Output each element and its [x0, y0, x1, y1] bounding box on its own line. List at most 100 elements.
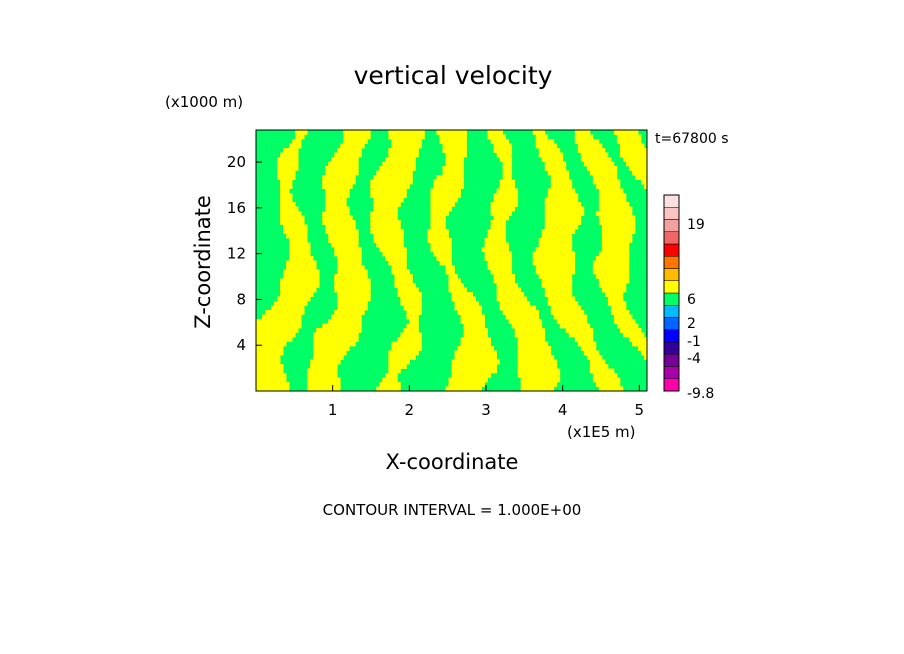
field-cell	[370, 184, 410, 189]
field-cell	[448, 287, 467, 293]
field-cell	[535, 143, 558, 149]
y-tick-label: 20	[227, 153, 246, 171]
field-cell	[592, 377, 621, 383]
field-cell	[322, 323, 362, 329]
field-cell	[592, 265, 630, 270]
field-cell	[493, 193, 519, 198]
field-cell	[445, 265, 455, 270]
y-axis: 4 8 12 16 20	[227, 153, 262, 354]
field-cell	[430, 247, 452, 252]
field-cell	[499, 301, 531, 306]
field-cell	[334, 251, 362, 257]
field-cell	[517, 341, 549, 347]
field-cell	[619, 143, 645, 149]
field-cell	[334, 287, 371, 293]
field-cell	[430, 202, 455, 207]
field-cell	[460, 341, 491, 347]
colorbar-swatch	[663, 292, 680, 306]
field-cell	[598, 278, 630, 284]
field-cell	[505, 314, 540, 320]
field-cell	[544, 202, 582, 207]
y-axis-label: Z-coordinate	[191, 195, 215, 329]
field-cell	[313, 350, 347, 356]
field-cell	[514, 332, 546, 338]
field-cell	[538, 242, 573, 248]
field-cell	[457, 310, 482, 315]
field-cell	[430, 215, 446, 221]
field-cell	[490, 224, 507, 230]
field-cell	[451, 368, 498, 374]
y-tick-label: 4	[236, 336, 246, 354]
field-cell	[370, 188, 407, 194]
field-cell	[256, 350, 284, 356]
field-cell	[256, 341, 287, 347]
field-cell	[499, 157, 513, 162]
colorbar-swatch	[663, 268, 680, 281]
field-cell	[265, 310, 305, 315]
field-cell	[517, 373, 561, 378]
field-cell	[577, 148, 606, 153]
field-cell	[430, 206, 452, 212]
field-cell	[601, 238, 633, 243]
field-cell	[604, 292, 624, 297]
field-cell	[286, 265, 317, 270]
field-cell	[337, 265, 365, 270]
field-cell	[280, 193, 293, 198]
field-cell	[574, 130, 591, 135]
contour-interval-label: CONTOUR INTERVAL = 1.000E+00	[323, 501, 582, 519]
field-cell	[490, 269, 513, 275]
field-cell	[442, 166, 464, 171]
field-cell	[430, 197, 458, 203]
field-cell	[589, 170, 618, 176]
field-cell	[406, 323, 419, 329]
field-cell	[589, 364, 609, 369]
field-cell	[628, 337, 648, 342]
field-cell	[325, 188, 350, 194]
field-cell	[325, 197, 347, 203]
field-cell	[487, 260, 513, 266]
field-cell	[622, 157, 648, 162]
field-cell	[337, 301, 368, 306]
colorbar: 19 6 2 -1-4 -9.8	[663, 194, 714, 402]
field-cell	[328, 161, 359, 167]
field-cell	[463, 332, 488, 338]
y-tick-label: 12	[227, 245, 246, 263]
field-cell	[592, 269, 630, 275]
field-cell	[550, 175, 570, 180]
field-cell	[568, 332, 594, 338]
field-cell	[256, 359, 281, 365]
field-cell	[640, 179, 648, 185]
field-cell	[499, 305, 537, 311]
field-cell	[427, 229, 449, 234]
field-cell	[391, 346, 422, 351]
field-cell	[307, 377, 341, 383]
plot-frame	[255, 129, 648, 392]
field-cell	[397, 287, 419, 293]
colorbar-swatch	[663, 341, 680, 355]
field-cell	[493, 143, 513, 149]
field-cell	[517, 359, 558, 365]
field-cell	[313, 341, 356, 347]
field-cell	[370, 211, 398, 216]
field-cell	[289, 242, 311, 248]
field-cell	[517, 368, 561, 374]
field-cell	[343, 134, 371, 140]
field-cell	[382, 251, 407, 257]
field-cell	[547, 193, 579, 198]
field-cell	[616, 139, 642, 144]
field-cell	[502, 310, 540, 315]
field-cell	[553, 314, 588, 320]
field-cell	[289, 251, 311, 257]
field-cell	[322, 215, 353, 221]
field-cell	[490, 202, 519, 207]
colorbar-swatch	[663, 280, 680, 294]
field-cell	[595, 256, 630, 261]
colorbar-label: 2	[687, 316, 696, 332]
field-cell	[277, 170, 296, 176]
field-cell	[292, 139, 302, 144]
field-cell	[643, 355, 648, 360]
field-cell	[550, 310, 585, 315]
field-cell	[262, 314, 302, 320]
field-cell	[493, 278, 516, 284]
x-tick-label: 5	[635, 401, 645, 419]
